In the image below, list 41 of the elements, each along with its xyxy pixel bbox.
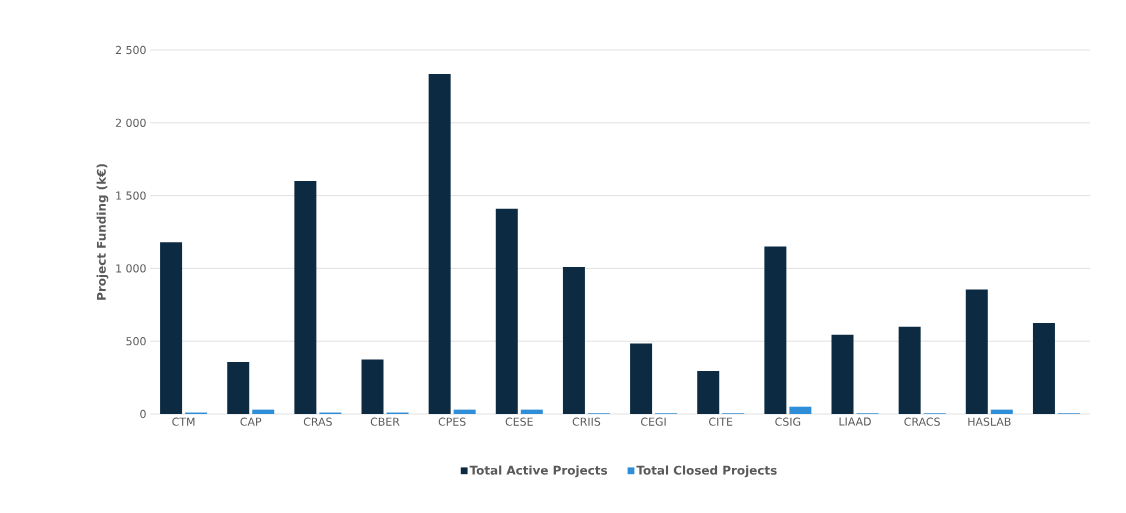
x-tick-label: CTM [172,417,195,426]
x-tick-label: HASLAB [968,417,1011,426]
y-tick-label: 2 000 [115,118,146,127]
y-tick-label: 500 [126,337,146,346]
bar [1032,323,1055,414]
y-tick-label: 1 000 [116,264,146,273]
x-tick-label: CSIG [775,417,801,426]
y-tick-label: 1 500 [116,191,146,200]
x-tick-label: CRAS [303,417,332,426]
bar [495,208,518,414]
legend-label: Total Closed Projects [636,465,777,478]
x-tick-label: CESE [505,417,533,426]
bar [252,409,275,414]
bar [227,362,250,414]
bar [965,289,988,414]
bar [898,326,921,414]
bar [361,359,384,414]
bar [160,242,183,414]
bar [453,409,476,414]
x-tick-label: CEGI [641,417,666,426]
x-tick-label: CAP [240,417,262,426]
bar [789,406,812,414]
bar [520,409,543,414]
x-tick-label: LIAAD [839,417,871,426]
bar [630,343,653,414]
bar [697,371,720,414]
y-tick-label: 2 500 [115,45,146,55]
y-axis-title: Project Funding (k€) [96,164,109,300]
x-tick-label: CRACS [904,417,940,426]
x-tick-label: CPES [438,417,466,426]
bar [294,181,317,414]
x-tick-label: CRIIS [572,417,601,426]
bar [764,246,787,414]
bar [428,74,451,414]
bar [831,334,854,414]
bar [990,409,1013,414]
x-tick-label: CITE [709,417,733,426]
x-tick-label: CBER [370,417,400,426]
y-tick-label: 0 [140,409,146,419]
legend-label: Total Active Projects [469,465,608,478]
bar [562,266,585,414]
